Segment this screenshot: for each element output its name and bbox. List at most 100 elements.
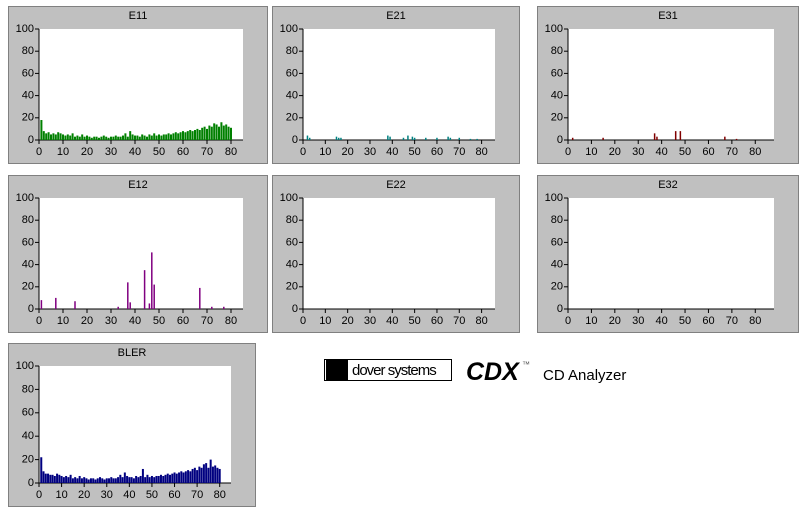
bar xyxy=(114,135,117,140)
logo-icon xyxy=(326,360,348,380)
x-tick-label: 50 xyxy=(153,315,165,327)
y-tick-label: 60 xyxy=(286,67,298,79)
x-tick-label: 50 xyxy=(679,146,691,158)
bar xyxy=(337,137,340,140)
x-tick-label: 0 xyxy=(36,489,42,501)
bar xyxy=(71,133,74,140)
logo-box: dover systems xyxy=(324,359,452,381)
y-tick-label: 100 xyxy=(545,23,563,35)
x-tick-label: 10 xyxy=(57,146,69,158)
x-tick-label: 50 xyxy=(153,146,165,158)
x-tick-label: 70 xyxy=(201,146,213,158)
bar xyxy=(476,138,478,140)
bar xyxy=(85,478,88,483)
bar xyxy=(143,270,146,309)
bar xyxy=(69,474,72,483)
bar xyxy=(40,120,43,140)
bar xyxy=(148,134,151,140)
bar xyxy=(108,478,111,483)
y-tick-label: 0 xyxy=(28,477,34,489)
bar xyxy=(158,134,160,140)
bar xyxy=(602,137,604,140)
bar xyxy=(87,479,90,483)
bar xyxy=(387,135,389,140)
bar xyxy=(674,131,677,140)
bar xyxy=(105,478,108,483)
y-tick-label: 80 xyxy=(551,45,563,57)
bar xyxy=(105,136,108,140)
bar xyxy=(213,123,216,140)
bar xyxy=(100,136,103,140)
bar xyxy=(117,306,119,309)
y-tick-label: 40 xyxy=(22,90,34,102)
x-tick-label: 40 xyxy=(656,315,668,327)
y-tick-label: 60 xyxy=(551,67,563,79)
bar xyxy=(206,128,208,140)
bar xyxy=(196,128,199,140)
bar xyxy=(159,474,162,483)
bar xyxy=(53,475,56,483)
bar xyxy=(225,124,228,140)
x-tick-label: 20 xyxy=(342,315,354,327)
x-tick-label: 60 xyxy=(702,146,714,158)
x-tick-label: 10 xyxy=(55,489,67,501)
y-tick-label: 0 xyxy=(557,303,563,315)
bar xyxy=(90,137,93,140)
bar xyxy=(146,474,149,483)
bar xyxy=(71,478,74,483)
bar xyxy=(173,472,176,483)
bar xyxy=(74,477,77,483)
bar xyxy=(76,478,79,483)
y-tick-label: 40 xyxy=(286,259,298,271)
bar xyxy=(130,477,133,483)
bar xyxy=(54,134,57,140)
bar xyxy=(207,467,210,483)
bar xyxy=(83,136,86,140)
bar xyxy=(78,136,81,140)
bar xyxy=(155,135,158,140)
logo-trademark: ™ xyxy=(522,360,530,369)
bar xyxy=(141,468,144,483)
bar xyxy=(216,467,219,483)
y-tick-label: 0 xyxy=(557,134,563,146)
bar xyxy=(211,306,213,309)
bar xyxy=(171,473,174,483)
bar xyxy=(95,136,98,140)
bar xyxy=(150,135,153,140)
bar xyxy=(47,132,50,140)
x-tick-label: 80 xyxy=(475,146,487,158)
y-tick-label: 40 xyxy=(22,259,34,271)
bar xyxy=(194,130,196,140)
bar xyxy=(117,136,120,140)
bar xyxy=(205,463,208,483)
y-tick-label: 20 xyxy=(551,112,563,124)
logo-product: CDX xyxy=(466,358,519,386)
bar xyxy=(160,135,163,140)
x-tick-label: 30 xyxy=(364,146,376,158)
chart-panel: E22 0 20 40 60 80 100 0 10 20 30 40 50 60 70 80 xyxy=(272,175,520,333)
chart-title: E31 xyxy=(658,10,678,22)
x-tick-label: 40 xyxy=(123,489,135,501)
bar xyxy=(65,475,68,483)
bar xyxy=(200,467,203,483)
bar xyxy=(340,137,342,140)
bar xyxy=(166,473,169,483)
bar xyxy=(162,134,165,140)
bar xyxy=(103,479,106,483)
bar xyxy=(306,135,309,140)
bar xyxy=(169,474,172,483)
y-tick-label: 60 xyxy=(22,67,34,79)
bar xyxy=(230,127,232,140)
bar xyxy=(124,133,127,140)
bar xyxy=(129,302,131,309)
bar xyxy=(223,306,225,309)
bar xyxy=(62,477,65,483)
y-tick-label: 100 xyxy=(280,23,298,35)
bar xyxy=(198,130,201,140)
bar xyxy=(182,131,184,140)
bar xyxy=(211,466,214,483)
y-tick-label: 100 xyxy=(280,192,298,204)
bar xyxy=(144,477,147,483)
bar xyxy=(411,136,414,140)
